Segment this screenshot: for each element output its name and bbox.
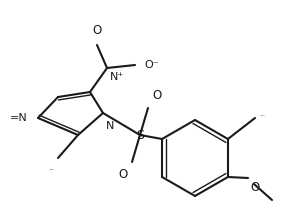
Text: O: O (152, 89, 161, 102)
Text: O⁻: O⁻ (144, 60, 158, 70)
Text: O: O (119, 168, 128, 181)
Text: N⁺: N⁺ (110, 72, 124, 82)
Text: O: O (250, 181, 259, 194)
Text: methyl: methyl (261, 114, 266, 116)
Text: =N: =N (10, 113, 28, 123)
Text: N: N (106, 121, 114, 131)
Text: methyl: methyl (50, 169, 54, 170)
Text: O: O (92, 24, 102, 37)
Text: S: S (136, 129, 144, 142)
